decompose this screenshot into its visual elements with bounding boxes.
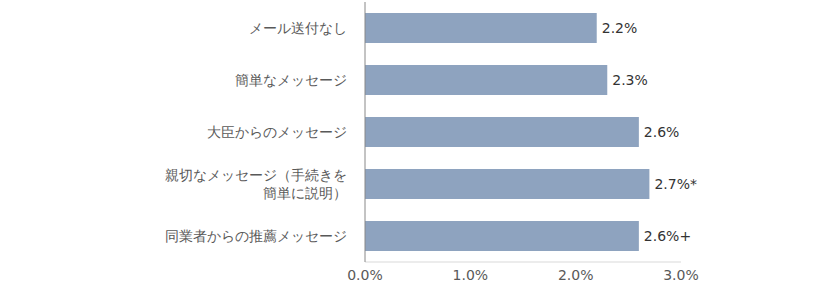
svg-text:親切なメッセージ（手続きを簡単に説明）: 親切なメッセージ（手続きを簡単に説明） xyxy=(165,167,347,201)
svg-text:2.6%+: 2.6%+ xyxy=(644,228,691,244)
svg-text:2.6%: 2.6% xyxy=(644,124,680,140)
svg-text:2.3%: 2.3% xyxy=(612,72,648,88)
svg-text:同業者からの推薦メッセージ: 同業者からの推薦メッセージ xyxy=(165,228,347,244)
svg-text:1.0%: 1.0% xyxy=(453,267,489,283)
svg-text:2.0%: 2.0% xyxy=(558,267,594,283)
svg-text:0.0%: 0.0% xyxy=(347,267,383,283)
svg-text:大臣からのメッセージ: 大臣からのメッセージ xyxy=(207,124,347,140)
svg-text:2.7%*: 2.7%* xyxy=(654,176,697,192)
svg-text:メール送付なし: メール送付なし xyxy=(249,20,347,36)
svg-text:簡単なメッセージ: 簡単なメッセージ xyxy=(235,72,347,88)
svg-text:2.2%: 2.2% xyxy=(602,20,638,36)
svg-text:3.0%: 3.0% xyxy=(663,267,699,283)
